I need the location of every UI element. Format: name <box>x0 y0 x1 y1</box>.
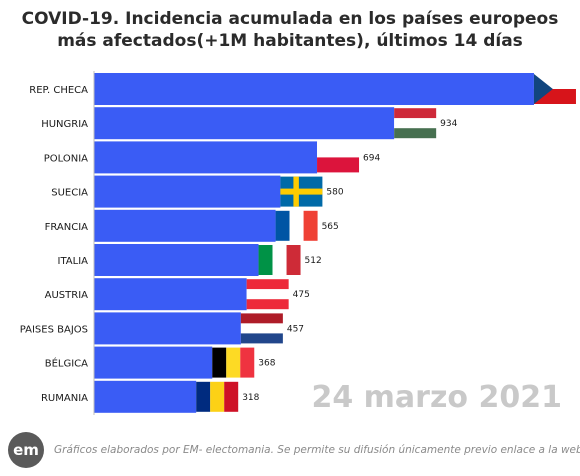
category-label: BÉLGICA <box>45 357 88 370</box>
bar <box>94 380 197 413</box>
category-label: FRANCIA <box>45 222 89 233</box>
category-label: RUMANIA <box>41 393 88 404</box>
sweden-flag-icon <box>280 176 323 207</box>
category-label: HUNGRIA <box>41 119 88 130</box>
austria-flag-icon <box>246 279 289 310</box>
category-label: REP. CHECA <box>29 85 88 96</box>
value-label: 694 <box>363 153 380 163</box>
bar <box>94 175 281 208</box>
category-label: SUECIA <box>51 188 88 199</box>
category-label: PAISES BAJOS <box>20 324 88 335</box>
category-label: AUSTRIA <box>45 290 89 301</box>
romania-flag-icon <box>196 381 239 412</box>
belgium-flag-icon <box>212 347 255 378</box>
poland-flag-icon <box>317 142 360 173</box>
bar <box>94 278 247 311</box>
value-label: 475 <box>293 290 310 300</box>
value-label: 512 <box>305 256 322 266</box>
bar <box>94 244 259 276</box>
electomania-logo: em <box>8 432 44 468</box>
date-stamp: 24 marzo 2021 <box>311 380 562 415</box>
bar <box>94 346 213 379</box>
footer-note: Gráficos elaborados por EM- electomania.… <box>54 444 580 456</box>
value-label: 565 <box>322 222 339 232</box>
bar <box>94 107 395 140</box>
value-label: 318 <box>242 393 259 403</box>
czech-flag-icon <box>533 74 576 104</box>
netherlands-flag-icon <box>240 313 283 344</box>
hungary-flag-icon <box>394 108 437 139</box>
value-label: 934 <box>440 119 457 129</box>
bar <box>94 312 241 345</box>
bar <box>94 141 318 174</box>
footer: em Gráficos elaborados por EM- electoman… <box>8 430 580 470</box>
value-label: 368 <box>258 359 275 369</box>
france-flag-icon <box>275 210 318 241</box>
value-label: 580 <box>326 188 343 198</box>
value-label: 457 <box>287 324 304 334</box>
bar <box>94 209 276 242</box>
category-label: ITALIA <box>58 256 89 267</box>
chart-title: COVID-19. Incidencia acumulada en los pa… <box>21 9 559 51</box>
bar <box>94 73 534 105</box>
italy-flag-icon <box>258 245 301 275</box>
category-label: POLONIA <box>44 153 88 164</box>
